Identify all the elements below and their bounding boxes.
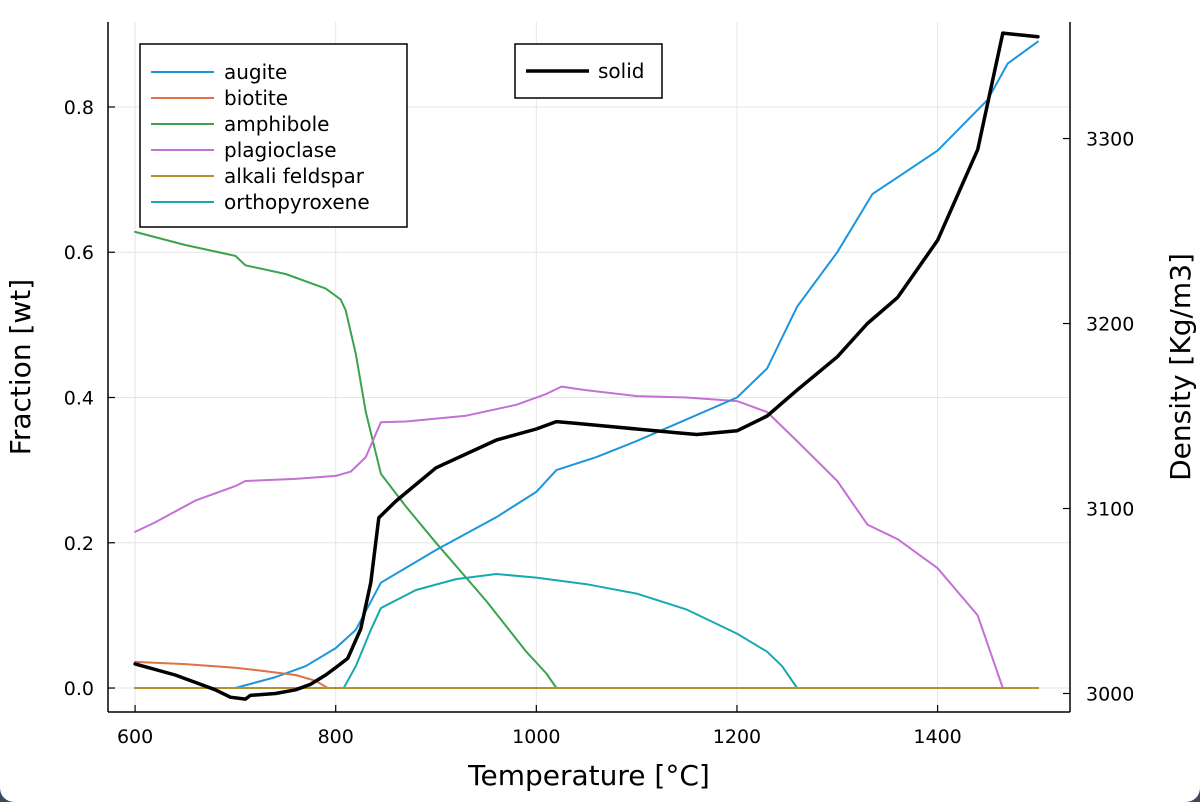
legend-label-solid: solid xyxy=(598,59,644,83)
y2-axis-label: Density [Kg/m3] xyxy=(1164,253,1197,481)
axes xyxy=(107,22,1071,713)
y2-tick-label: 3000 xyxy=(1086,684,1134,706)
y-ticks: 0.0 0.2 0.4 0.6 0.8 xyxy=(64,97,115,700)
legend-label-alkali-feldspar: alkali feldspar xyxy=(224,164,365,188)
y2-ticks: 3000 3100 3200 3300 xyxy=(1063,129,1134,706)
x-ticks: 600 800 1000 1200 1400 xyxy=(117,705,962,748)
legend-label-biotite: biotite xyxy=(224,86,288,110)
legend-label-augite: augite xyxy=(224,60,287,84)
x-tick-label: 1400 xyxy=(913,726,961,748)
series-line-plagioclase xyxy=(134,385,1039,689)
series-lines xyxy=(133,31,1040,701)
y-tick-label: 0.4 xyxy=(64,388,94,410)
y-tick-label: 0.8 xyxy=(64,97,94,119)
legend-left-box xyxy=(139,43,408,228)
series-line-biotite xyxy=(134,660,1039,689)
legend-left: augitebiotiteamphiboleplagioclasealkali … xyxy=(139,43,408,228)
legend-right: solid xyxy=(514,43,663,99)
series-line-orthopyroxene xyxy=(134,573,1039,689)
x-tick-label: 1200 xyxy=(713,726,761,748)
y2-tick-label: 3200 xyxy=(1086,314,1134,336)
x-axis-label: Temperature [°C] xyxy=(467,759,710,792)
y-tick-label: 0.2 xyxy=(64,533,94,555)
series-line-augite xyxy=(134,40,1039,689)
legend-label-orthopyroxene: orthopyroxene xyxy=(224,190,370,214)
series-line-solid xyxy=(133,31,1040,701)
series-line-amphibole xyxy=(134,230,1039,689)
y-axis-label: Fraction [wt] xyxy=(4,279,37,455)
y2-tick-label: 3100 xyxy=(1086,499,1134,521)
x-tick-label: 600 xyxy=(117,726,153,748)
x-tick-label: 800 xyxy=(318,726,354,748)
y-tick-label: 0.0 xyxy=(64,678,94,700)
legend-label-plagioclase: plagioclase xyxy=(224,138,337,162)
x-tick-label: 1000 xyxy=(512,726,560,748)
y2-tick-label: 3300 xyxy=(1086,129,1134,151)
y-tick-label: 0.6 xyxy=(64,242,94,264)
legend-label-amphibole: amphibole xyxy=(224,112,329,136)
